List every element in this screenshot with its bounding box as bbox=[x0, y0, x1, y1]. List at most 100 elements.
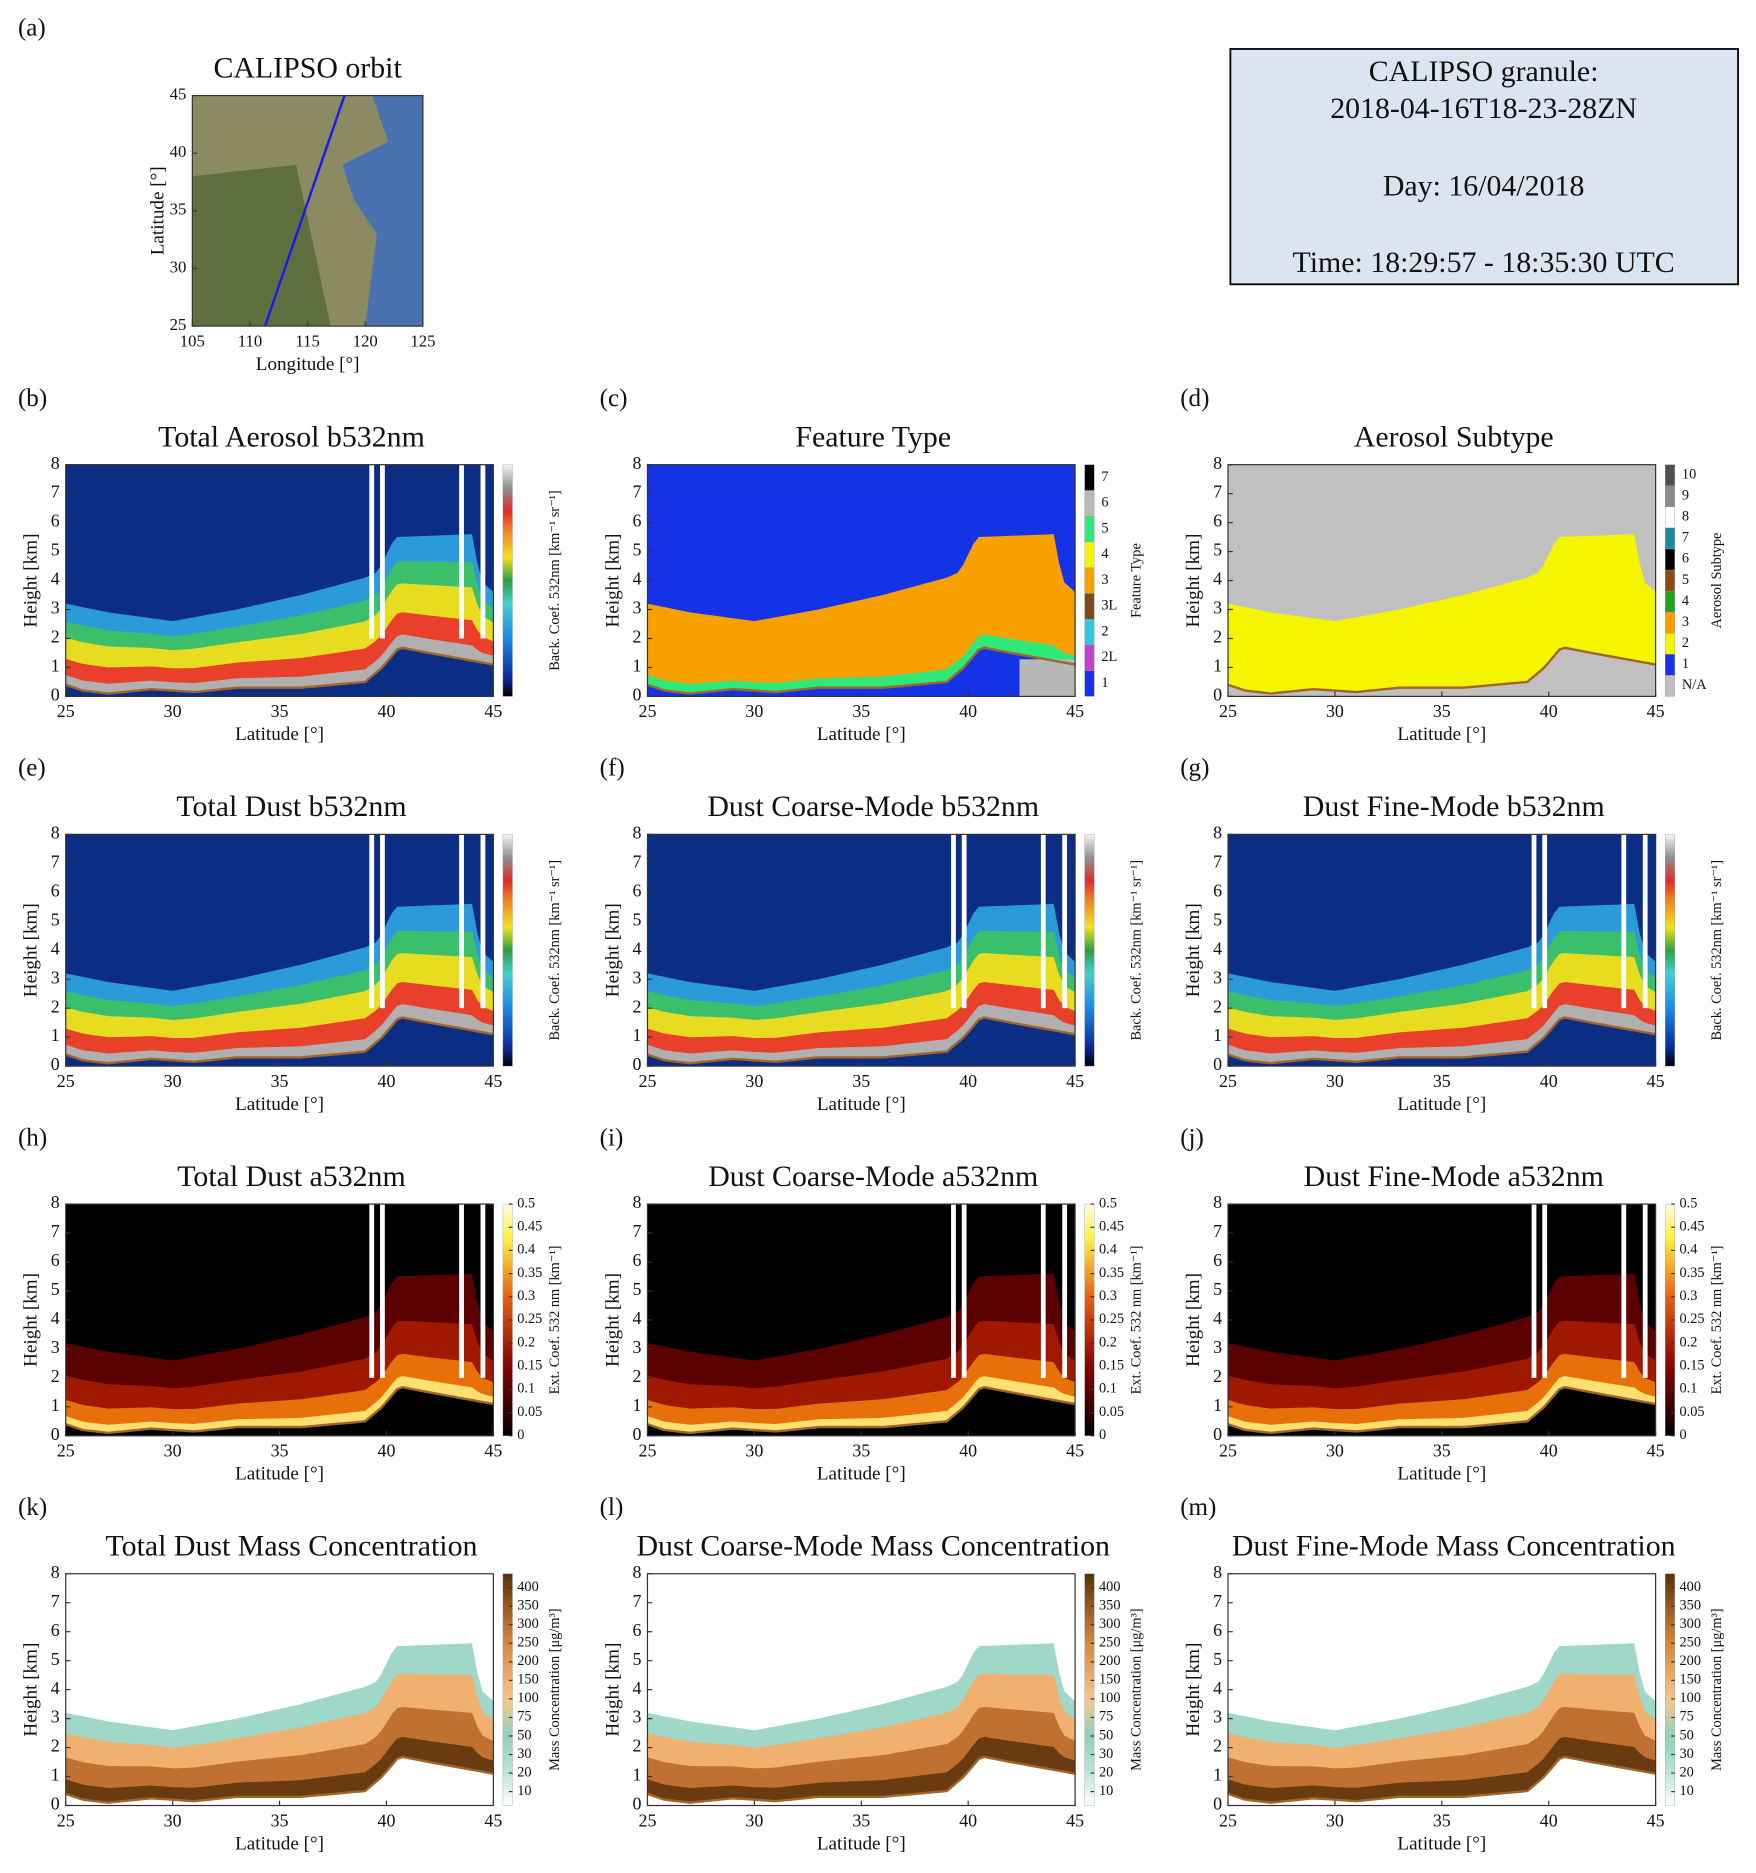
colorbar-label: Aerosol Subtype bbox=[1709, 533, 1725, 629]
x-tick-label: 45 bbox=[1066, 1071, 1084, 1091]
colorbar-swatch bbox=[1084, 618, 1095, 646]
curtain-gap bbox=[480, 834, 486, 1009]
x-axis-label: Latitude [°] bbox=[817, 1094, 906, 1115]
y-axis-label: Height [km] bbox=[21, 903, 42, 997]
colorbar-tick-label: 0.35 bbox=[517, 1265, 542, 1281]
y-tick-label: 7 bbox=[51, 1221, 60, 1241]
colorbar-tick-label: 0.25 bbox=[517, 1311, 542, 1327]
x-tick-label: 25 bbox=[1219, 1810, 1237, 1830]
colorbar-tick-label: 50 bbox=[1680, 1727, 1694, 1743]
x-tick-label: 40 bbox=[959, 701, 977, 721]
x-tick-label: 40 bbox=[378, 701, 396, 721]
y-tick-label: 0 bbox=[1213, 685, 1222, 705]
curtain-layer bbox=[647, 1353, 1076, 1433]
chart-title: Total Dust Mass Concentration bbox=[106, 1530, 478, 1563]
y-tick-label: 1 bbox=[51, 1025, 60, 1045]
colorbar-tick-label: 300 bbox=[1680, 1616, 1702, 1632]
curtain-gap bbox=[1621, 834, 1627, 1009]
curtain-layer bbox=[1227, 1353, 1656, 1433]
y-tick-label: 1 bbox=[633, 1765, 642, 1785]
chart-title: Total Aerosol b532nm bbox=[158, 420, 425, 453]
colorbar-tick-label: 400 bbox=[517, 1579, 539, 1595]
colorbar-tick-label: 0.1 bbox=[1099, 1381, 1117, 1397]
y-tick-label: 4 bbox=[633, 1308, 642, 1328]
curtain-gap bbox=[1531, 834, 1537, 1009]
colorbar-tick-label: 400 bbox=[1680, 1579, 1702, 1595]
curtain-layer bbox=[1227, 1004, 1656, 1064]
curtain-layer bbox=[65, 1320, 494, 1433]
colorbar-category: 3 bbox=[1682, 614, 1689, 630]
ground-line bbox=[1227, 1755, 1656, 1804]
curtain-gap bbox=[369, 834, 375, 1009]
curtain-gap bbox=[480, 1204, 486, 1378]
colorbar bbox=[502, 1573, 513, 1806]
colorbar-swatch bbox=[1084, 464, 1095, 491]
chart-title: Dust Fine-Mode Mass Concentration bbox=[1232, 1530, 1676, 1563]
y-tick-label: 7 bbox=[1213, 482, 1222, 502]
colorbar-tick-label: 0.3 bbox=[517, 1288, 535, 1304]
y-axis-label: Height [km] bbox=[602, 903, 623, 997]
curtain-gap bbox=[369, 464, 375, 639]
colorbar-label: Feature Type bbox=[1128, 543, 1144, 618]
colorbar-label: Back. Coef. 532nm [km⁻¹ sr⁻¹] bbox=[547, 490, 563, 671]
colorbar-swatch bbox=[1084, 515, 1095, 543]
y-tick-label: 7 bbox=[1213, 1221, 1222, 1241]
colorbar-tick-label: 0.15 bbox=[1099, 1358, 1124, 1374]
colorbar-tick-label: 20 bbox=[1099, 1764, 1113, 1780]
y-tick-label: 1 bbox=[51, 1765, 60, 1785]
curtain-layer bbox=[647, 981, 1076, 1064]
colorbar-tick-label: 50 bbox=[1099, 1727, 1113, 1743]
colorbar-tick-label: 350 bbox=[517, 1597, 539, 1613]
y-tick-label: 2 bbox=[633, 1366, 642, 1386]
x-tick-label: 30 bbox=[1326, 1071, 1344, 1091]
x-tick-label: 40 bbox=[959, 1810, 977, 1830]
curtain-layer bbox=[65, 1004, 494, 1064]
curtain-layer bbox=[1227, 1320, 1656, 1433]
panel-label: (h) bbox=[18, 1124, 47, 1151]
x-axis-label: Latitude [°] bbox=[817, 1833, 906, 1854]
y-axis-label: Height [km] bbox=[1183, 1643, 1204, 1737]
colorbar-category: 4 bbox=[1682, 593, 1689, 609]
chart-title: Dust Coarse-Mode b532nm bbox=[707, 790, 1039, 823]
ground-line bbox=[65, 1016, 494, 1065]
colorbar-tick-label: 0.5 bbox=[517, 1195, 535, 1211]
curtain-gap bbox=[380, 834, 385, 1009]
ground-line bbox=[1227, 1016, 1656, 1065]
map-sea bbox=[342, 95, 423, 327]
x-tick-label: 35 bbox=[852, 1810, 870, 1830]
colorbar-tick-label: 300 bbox=[517, 1616, 539, 1632]
curtain-layer bbox=[65, 953, 494, 1064]
y-tick-label: 1 bbox=[633, 656, 642, 676]
curtain-layer bbox=[647, 634, 1076, 694]
x-tick-label: 105 bbox=[180, 332, 205, 351]
colorbar-category: 10 bbox=[1682, 466, 1696, 482]
colorbar-tick-label: 0.3 bbox=[1099, 1288, 1117, 1304]
colorbar-category: 7 bbox=[1682, 530, 1689, 546]
colorbar-tick-label: 0.05 bbox=[517, 1404, 542, 1420]
curtain-layer bbox=[65, 1353, 494, 1433]
colorbar-tick-label: 0.15 bbox=[517, 1358, 542, 1374]
y-tick-label: 4 bbox=[633, 1678, 642, 1698]
curtain-gap bbox=[961, 1204, 967, 1378]
colorbar-swatch bbox=[1665, 464, 1675, 486]
colorbar-tick-label: 50 bbox=[517, 1727, 531, 1743]
y-tick-label: 3 bbox=[1213, 967, 1222, 987]
ground-line bbox=[65, 1755, 494, 1804]
x-tick-label: 25 bbox=[639, 701, 657, 721]
curtain-layer bbox=[65, 612, 494, 694]
y-tick-label: 8 bbox=[51, 1562, 60, 1582]
y-tick-label: 0 bbox=[51, 1054, 60, 1074]
curtain-gap bbox=[459, 464, 464, 639]
colorbar bbox=[1665, 834, 1675, 1067]
y-tick-label: 5 bbox=[51, 1279, 60, 1299]
y-tick-label: 3 bbox=[633, 967, 642, 987]
colorbar-tick-label: 250 bbox=[1680, 1635, 1702, 1651]
colorbar-label: Mass Concentration [μg/m³] bbox=[1709, 1608, 1725, 1770]
x-axis-label: Latitude [°] bbox=[235, 1833, 324, 1854]
colorbar bbox=[1665, 1573, 1675, 1806]
ground-line bbox=[65, 646, 494, 695]
x-tick-label: 25 bbox=[57, 1071, 75, 1091]
y-tick-label: 5 bbox=[633, 909, 642, 929]
y-tick-label: 4 bbox=[51, 1308, 60, 1328]
